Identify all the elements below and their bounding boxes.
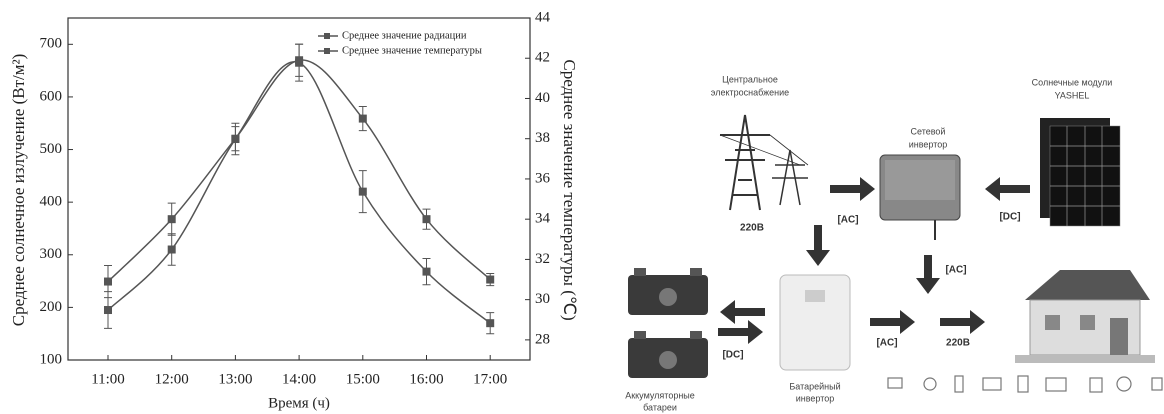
y-tick-label: 400	[40, 194, 63, 210]
y-tick-label: 200	[40, 299, 63, 315]
y2-tick-label: 34	[535, 211, 551, 227]
marker	[358, 187, 367, 196]
solar-label: YASHEL	[1055, 90, 1090, 100]
y2-tick-label: 36	[535, 170, 551, 186]
marker	[422, 215, 431, 224]
marker	[167, 245, 176, 254]
marker	[104, 306, 112, 315]
series-line	[107, 61, 491, 324]
y-tick-label: 700	[40, 36, 63, 52]
marker	[358, 114, 367, 123]
grid-voltage: 220В	[740, 223, 764, 234]
y-tick-label: 500	[40, 141, 63, 157]
house-icon	[1015, 270, 1155, 363]
x-tick-label: 16:00	[409, 371, 443, 387]
battery-inverter-display	[805, 290, 825, 302]
y-tick-label: 100	[40, 351, 63, 367]
y2-tick-label: 42	[535, 50, 550, 66]
grid-inverter-label: инвертор	[909, 139, 948, 149]
x-tick-label: 12:00	[155, 371, 189, 387]
appliance-icons	[887, 375, 1163, 393]
batteries-label: батареи	[643, 402, 677, 412]
link-label: [AC]	[876, 338, 897, 349]
legend-marker	[324, 33, 330, 39]
y2-tick-label: 38	[535, 130, 550, 146]
battery-inverter-icon	[779, 274, 851, 371]
battery-inverter-label: инвертор	[796, 393, 835, 403]
marker	[167, 215, 176, 224]
x-tick-label: 14:00	[282, 371, 316, 387]
y2-tick-label: 32	[535, 251, 550, 267]
grid-label: Центральное	[722, 74, 778, 84]
y2-tick-label: 28	[535, 331, 550, 347]
legend-label: Среднее значение температуры	[342, 45, 482, 56]
y-tick-label: 300	[40, 246, 63, 262]
x-tick-label: 17:00	[473, 371, 507, 387]
x-tick-label: 11:00	[91, 371, 125, 387]
legend-marker	[324, 48, 330, 54]
grid-label: электроснабжение	[711, 87, 789, 97]
pylon-icon	[719, 114, 809, 211]
marker	[231, 134, 240, 143]
x-tick-label: 13:00	[218, 371, 252, 387]
y2-tick-label: 40	[535, 90, 550, 106]
batteries-label: Аккумуляторные	[625, 390, 695, 400]
y-axis-label: Среднее солнечное излучение (Вт/м²)	[9, 54, 28, 326]
chart: Время (ч) Среднее солнечное излучение (В…	[9, 9, 579, 411]
marker	[295, 56, 304, 65]
battery-inverter-label: Батарейный	[789, 381, 840, 391]
grid-inverter-label: Сетевой	[911, 126, 946, 136]
marker	[104, 277, 112, 286]
battery-icon	[628, 268, 708, 378]
link-label: [DC]	[999, 212, 1020, 223]
diagram: Центральное электроснабжение 220В Сетево…	[625, 74, 1163, 412]
marker	[486, 275, 495, 284]
solar-panel-icon	[1040, 118, 1121, 227]
x-axis-label: Время (ч)	[268, 395, 330, 411]
x-tick-label: 15:00	[346, 371, 380, 387]
grid-inverter-panel	[885, 160, 955, 200]
arrows	[718, 177, 1030, 344]
link-label: [AC]	[837, 215, 858, 226]
marker	[486, 319, 495, 328]
y2-axis-label: Среднее значение температуры (℃)	[560, 59, 579, 320]
link-label: [AC]	[945, 265, 966, 276]
series-line	[107, 59, 491, 283]
legend-label: Среднее значение радиации	[342, 30, 467, 41]
marker	[422, 267, 431, 276]
link-label: [DC]	[722, 350, 743, 361]
y2-tick-label: 44	[535, 9, 551, 25]
y2-tick-label: 30	[535, 291, 550, 307]
y-tick-label: 600	[40, 88, 63, 104]
house-voltage: 220В	[946, 338, 970, 349]
solar-label: Солнечные модули	[1032, 77, 1113, 87]
